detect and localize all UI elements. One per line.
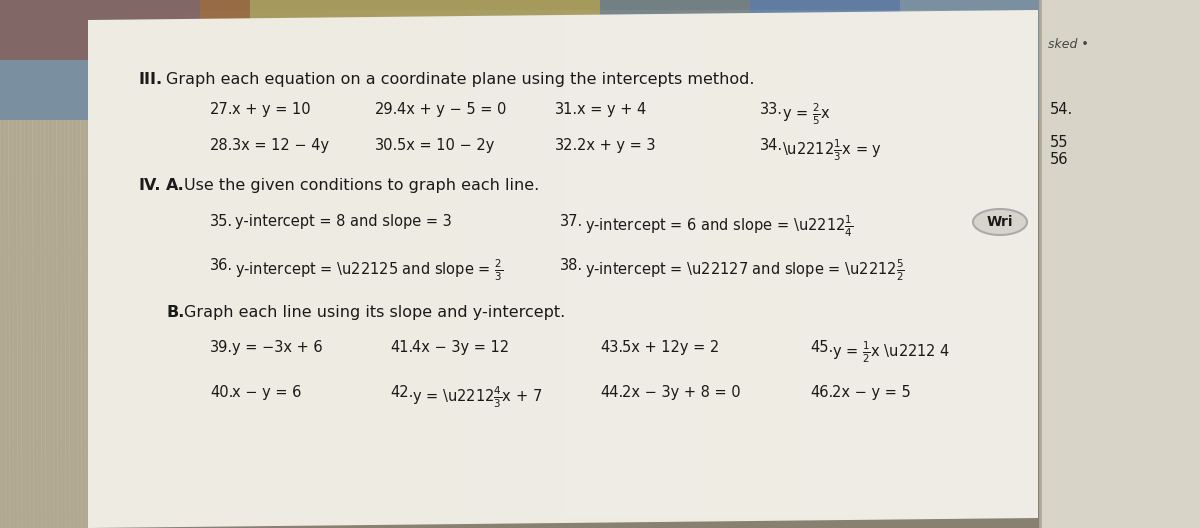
Polygon shape (0, 0, 250, 60)
Text: 39.: 39. (210, 340, 233, 355)
Text: 32.: 32. (554, 138, 578, 153)
Text: 3x = 12 − 4y: 3x = 12 − 4y (232, 138, 329, 153)
Text: \u2212$\frac{1}{3}$x = y: \u2212$\frac{1}{3}$x = y (782, 138, 882, 163)
Text: 2x − 3y + 8 = 0: 2x − 3y + 8 = 0 (622, 385, 740, 400)
Text: 33.: 33. (760, 102, 784, 117)
Text: 42.: 42. (390, 385, 413, 400)
Text: 2x − y = 5: 2x − y = 5 (832, 385, 911, 400)
Polygon shape (610, 10, 658, 518)
Polygon shape (800, 10, 848, 518)
Text: 45.: 45. (810, 340, 833, 355)
Text: 40.: 40. (210, 385, 233, 400)
Text: A.: A. (166, 178, 185, 193)
Text: 5x = 10 − 2y: 5x = 10 − 2y (397, 138, 494, 153)
Polygon shape (0, 0, 95, 528)
Polygon shape (600, 0, 900, 80)
Text: 31.: 31. (554, 102, 578, 117)
Text: 36.: 36. (210, 258, 233, 273)
Text: y = $\frac{2}{5}$x: y = $\frac{2}{5}$x (782, 102, 830, 127)
Text: Graph each line using its slope and y-intercept.: Graph each line using its slope and y-in… (184, 305, 565, 320)
Text: 54.: 54. (1050, 102, 1073, 117)
Text: 46.: 46. (810, 385, 833, 400)
Text: Use the given conditions to graph each line.: Use the given conditions to graph each l… (184, 178, 539, 193)
Text: 4x − 3y = 12: 4x − 3y = 12 (412, 340, 509, 355)
Polygon shape (88, 10, 1038, 528)
Text: 27.: 27. (210, 102, 234, 117)
Polygon shape (658, 10, 706, 518)
Polygon shape (848, 10, 895, 518)
Text: 28.: 28. (210, 138, 233, 153)
Text: 43.: 43. (600, 340, 623, 355)
Text: x − y = 6: x − y = 6 (232, 385, 301, 400)
Text: 38.: 38. (560, 258, 583, 273)
Polygon shape (200, 0, 750, 100)
Text: y = \u2212$\frac{4}{3}$x + 7: y = \u2212$\frac{4}{3}$x + 7 (412, 385, 542, 410)
Text: 44.: 44. (600, 385, 623, 400)
Text: 2x + y = 3: 2x + y = 3 (577, 138, 655, 153)
Polygon shape (0, 0, 1200, 120)
Text: y-intercept = \u22125 and slope = $\frac{2}{3}$: y-intercept = \u22125 and slope = $\frac… (235, 258, 503, 284)
Text: III.: III. (138, 72, 162, 87)
Text: Graph each equation on a coordinate plane using the intercepts method.: Graph each equation on a coordinate plan… (166, 72, 755, 87)
Text: IV.: IV. (138, 178, 161, 193)
Polygon shape (563, 10, 610, 518)
Polygon shape (754, 10, 800, 518)
Polygon shape (1040, 0, 1200, 528)
Text: y-intercept = \u22127 and slope = \u2212$\frac{5}{2}$: y-intercept = \u22127 and slope = \u2212… (586, 258, 905, 284)
Text: 55: 55 (1050, 135, 1068, 150)
Text: x + y = 10: x + y = 10 (232, 102, 311, 117)
Text: sked •: sked • (1048, 38, 1088, 51)
Text: B.: B. (166, 305, 185, 320)
Text: x = y + 4: x = y + 4 (577, 102, 647, 117)
Polygon shape (706, 10, 754, 518)
Text: y-intercept = 8 and slope = 3: y-intercept = 8 and slope = 3 (235, 214, 451, 229)
Text: 37.: 37. (560, 214, 583, 229)
Polygon shape (895, 10, 943, 518)
Text: 56: 56 (1050, 152, 1068, 167)
Text: 30.: 30. (374, 138, 398, 153)
Text: Wri: Wri (986, 215, 1013, 229)
Text: y-intercept = 6 and slope = \u2212$\frac{1}{4}$: y-intercept = 6 and slope = \u2212$\frac… (586, 214, 853, 239)
Polygon shape (990, 10, 1038, 518)
Text: 41.: 41. (390, 340, 413, 355)
Text: y = $\frac{1}{2}$x \u2212 4: y = $\frac{1}{2}$x \u2212 4 (832, 340, 950, 365)
Ellipse shape (973, 209, 1027, 235)
Text: 34.: 34. (760, 138, 784, 153)
Text: 5x + 12y = 2: 5x + 12y = 2 (622, 340, 719, 355)
Polygon shape (943, 10, 990, 518)
Text: 4x + y − 5 = 0: 4x + y − 5 = 0 (397, 102, 506, 117)
Text: 29.: 29. (374, 102, 398, 117)
Text: y = −3x + 6: y = −3x + 6 (232, 340, 323, 355)
Text: 35.: 35. (210, 214, 233, 229)
